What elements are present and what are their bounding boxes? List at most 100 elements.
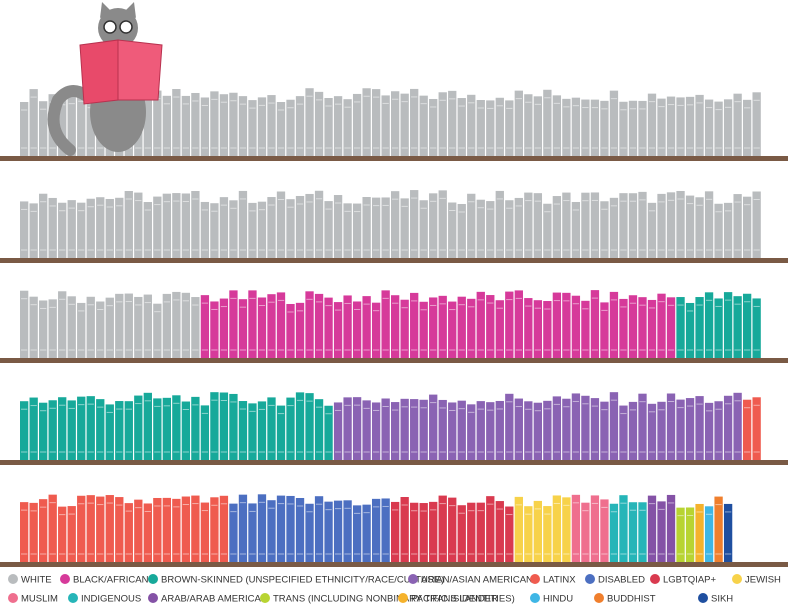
book — [448, 202, 457, 258]
legend-swatch — [585, 574, 595, 584]
book — [248, 100, 257, 156]
book — [305, 503, 314, 562]
legend-label: ASIAN/ASIAN AMERICAN — [421, 575, 533, 586]
book — [495, 400, 504, 460]
legend-label: WHITE — [21, 575, 52, 586]
book — [438, 399, 447, 460]
cat-glasses — [103, 20, 117, 34]
book — [96, 197, 105, 258]
book — [333, 195, 343, 258]
book — [153, 90, 162, 156]
book — [647, 495, 657, 562]
book — [362, 400, 371, 460]
book — [143, 88, 152, 156]
book — [467, 94, 476, 156]
book — [400, 398, 409, 460]
legend-label: BROWN-SKINNED (UNSPECIFIED ETHNICITY/RAC… — [161, 575, 444, 586]
book — [714, 101, 723, 156]
book — [181, 95, 191, 156]
book — [77, 495, 86, 562]
book — [695, 94, 704, 156]
legend-label: MUSLIM — [21, 594, 58, 605]
book — [467, 404, 476, 460]
book — [352, 93, 362, 156]
book — [314, 190, 324, 258]
book — [628, 295, 638, 358]
book — [20, 102, 29, 156]
book — [124, 503, 133, 562]
book — [381, 290, 390, 358]
book — [162, 293, 172, 358]
book — [438, 295, 447, 358]
legend-swatch — [594, 593, 604, 603]
book — [343, 397, 352, 460]
book — [533, 300, 543, 358]
book — [704, 402, 714, 460]
book — [48, 400, 57, 460]
book — [733, 194, 742, 258]
book — [695, 297, 704, 358]
book — [533, 96, 543, 156]
book — [505, 200, 514, 258]
book — [419, 301, 428, 358]
book — [20, 290, 29, 358]
book — [352, 505, 362, 562]
shelf — [0, 562, 788, 567]
book — [352, 301, 362, 358]
book — [742, 196, 752, 258]
legend-swatch — [650, 574, 660, 584]
book — [600, 499, 609, 562]
book — [162, 497, 172, 562]
book — [29, 296, 38, 358]
cat-book — [79, 39, 119, 105]
book — [429, 193, 438, 258]
book — [86, 198, 95, 258]
book — [67, 296, 76, 358]
book — [476, 291, 485, 358]
book — [657, 401, 666, 460]
book — [229, 393, 238, 460]
book — [248, 403, 257, 460]
book — [410, 88, 419, 156]
legend-label: LATINX — [543, 575, 576, 586]
book — [657, 293, 666, 358]
book — [286, 495, 295, 562]
book — [362, 296, 371, 358]
book — [96, 301, 105, 358]
book — [134, 395, 143, 460]
book — [628, 401, 638, 460]
book — [628, 193, 638, 258]
book — [733, 392, 742, 460]
book — [571, 393, 581, 460]
book — [58, 397, 67, 460]
book — [153, 497, 162, 562]
book — [486, 402, 495, 460]
legend-label: ARAB/ARAB AMERICAN — [161, 594, 268, 605]
book — [704, 292, 714, 358]
book — [314, 399, 324, 460]
book — [67, 400, 76, 460]
book — [181, 193, 191, 258]
book — [48, 494, 57, 562]
shelf — [0, 358, 788, 363]
book — [391, 295, 400, 358]
book — [514, 496, 523, 562]
book — [86, 296, 95, 358]
book — [153, 196, 162, 258]
book — [723, 503, 733, 562]
book — [562, 192, 571, 258]
book — [333, 402, 343, 460]
book — [543, 506, 552, 562]
book — [676, 97, 685, 156]
book — [486, 100, 495, 156]
book — [115, 401, 124, 460]
book — [438, 190, 447, 258]
book — [267, 294, 276, 358]
book — [371, 498, 381, 562]
book — [590, 495, 600, 562]
book — [685, 96, 695, 156]
book — [314, 496, 324, 562]
book — [552, 396, 562, 460]
book — [448, 301, 457, 358]
book — [143, 503, 152, 562]
